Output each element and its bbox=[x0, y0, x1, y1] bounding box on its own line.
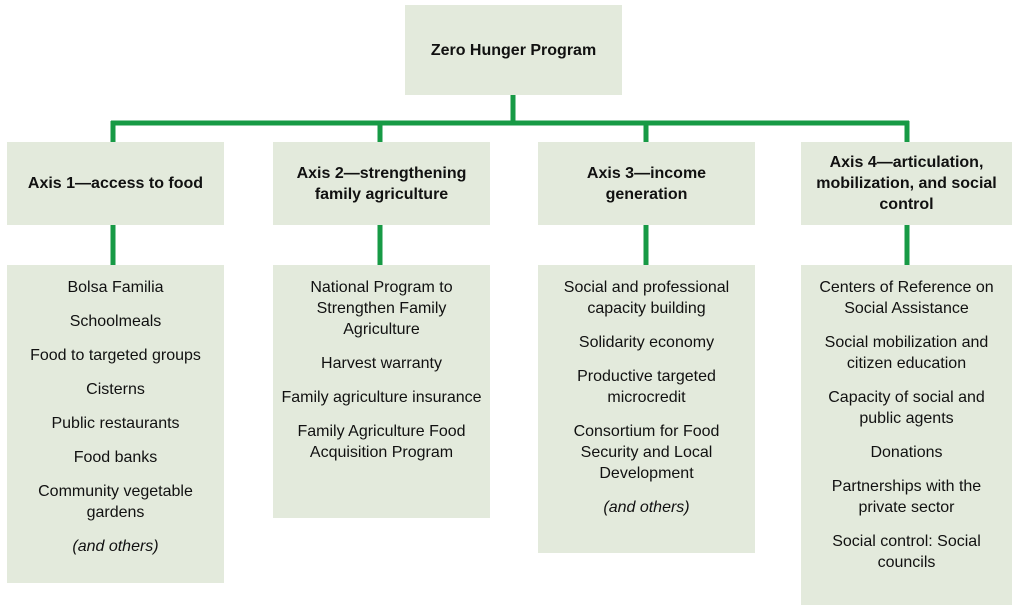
item-text: Bolsa Familia bbox=[67, 279, 164, 296]
axis-title: Axis 3—income generation bbox=[586, 164, 707, 203]
item-text: Consortium for Food Security and Local D… bbox=[573, 423, 720, 482]
root-title: Zero Hunger Program bbox=[430, 41, 597, 59]
axis-box: Axis 4—articulation, mobilization, and s… bbox=[801, 142, 1012, 225]
note-text: (and others) bbox=[72, 538, 159, 555]
item-box: Social and professional capacity buildin… bbox=[538, 265, 755, 553]
item-box: Centers of Reference on Social Assistanc… bbox=[801, 265, 1012, 605]
item-text: Family Agriculture Food Acquisition Prog… bbox=[297, 423, 466, 461]
item-text: Food to targeted groups bbox=[30, 347, 201, 364]
item-text: Solidarity economy bbox=[578, 334, 715, 351]
item-text: Cisterns bbox=[86, 381, 145, 398]
item-text: Social control: Social councils bbox=[832, 533, 981, 571]
axis-title: Axis 1—access to food bbox=[27, 175, 204, 192]
item-text: Schoolmeals bbox=[69, 313, 162, 330]
item-text: Donations bbox=[870, 444, 943, 461]
axis-box: Axis 2—strengthening family agriculture bbox=[273, 142, 490, 225]
item-text: Centers of Reference on Social Assistanc… bbox=[819, 279, 994, 317]
axis-box: Axis 1—access to food bbox=[7, 142, 224, 225]
note-text: (and others) bbox=[603, 499, 690, 516]
item-text: Harvest warranty bbox=[321, 355, 442, 372]
item-text: Public restaurants bbox=[51, 415, 180, 432]
item-text: Social mobilization and citizen educatio… bbox=[824, 334, 989, 372]
item-text: Food banks bbox=[73, 449, 158, 466]
item-text: Community vegetable gardens bbox=[38, 483, 193, 521]
item-box: National Program to Strengthen Family Ag… bbox=[273, 265, 490, 518]
item-text: Social and professional capacity buildin… bbox=[563, 279, 730, 317]
axis-title: Axis 4—articulation, mobilization, and s… bbox=[816, 154, 997, 213]
item-text: Family agriculture insurance bbox=[281, 389, 482, 406]
axis-box: Axis 3—income generation bbox=[538, 142, 755, 225]
item-text: Partnerships with the private sector bbox=[831, 478, 982, 516]
axis-title: Axis 2—strengthening family agriculture bbox=[296, 164, 467, 203]
item-text: Capacity of social and public agents bbox=[828, 389, 985, 427]
root-box: Zero Hunger Program bbox=[405, 5, 622, 95]
item-text: Productive targeted microcredit bbox=[577, 368, 716, 406]
item-box: Bolsa Familia Schoolmeals Food to targeted… bbox=[7, 265, 224, 583]
item-text: National Program to Strengthen Family Ag… bbox=[310, 279, 453, 338]
